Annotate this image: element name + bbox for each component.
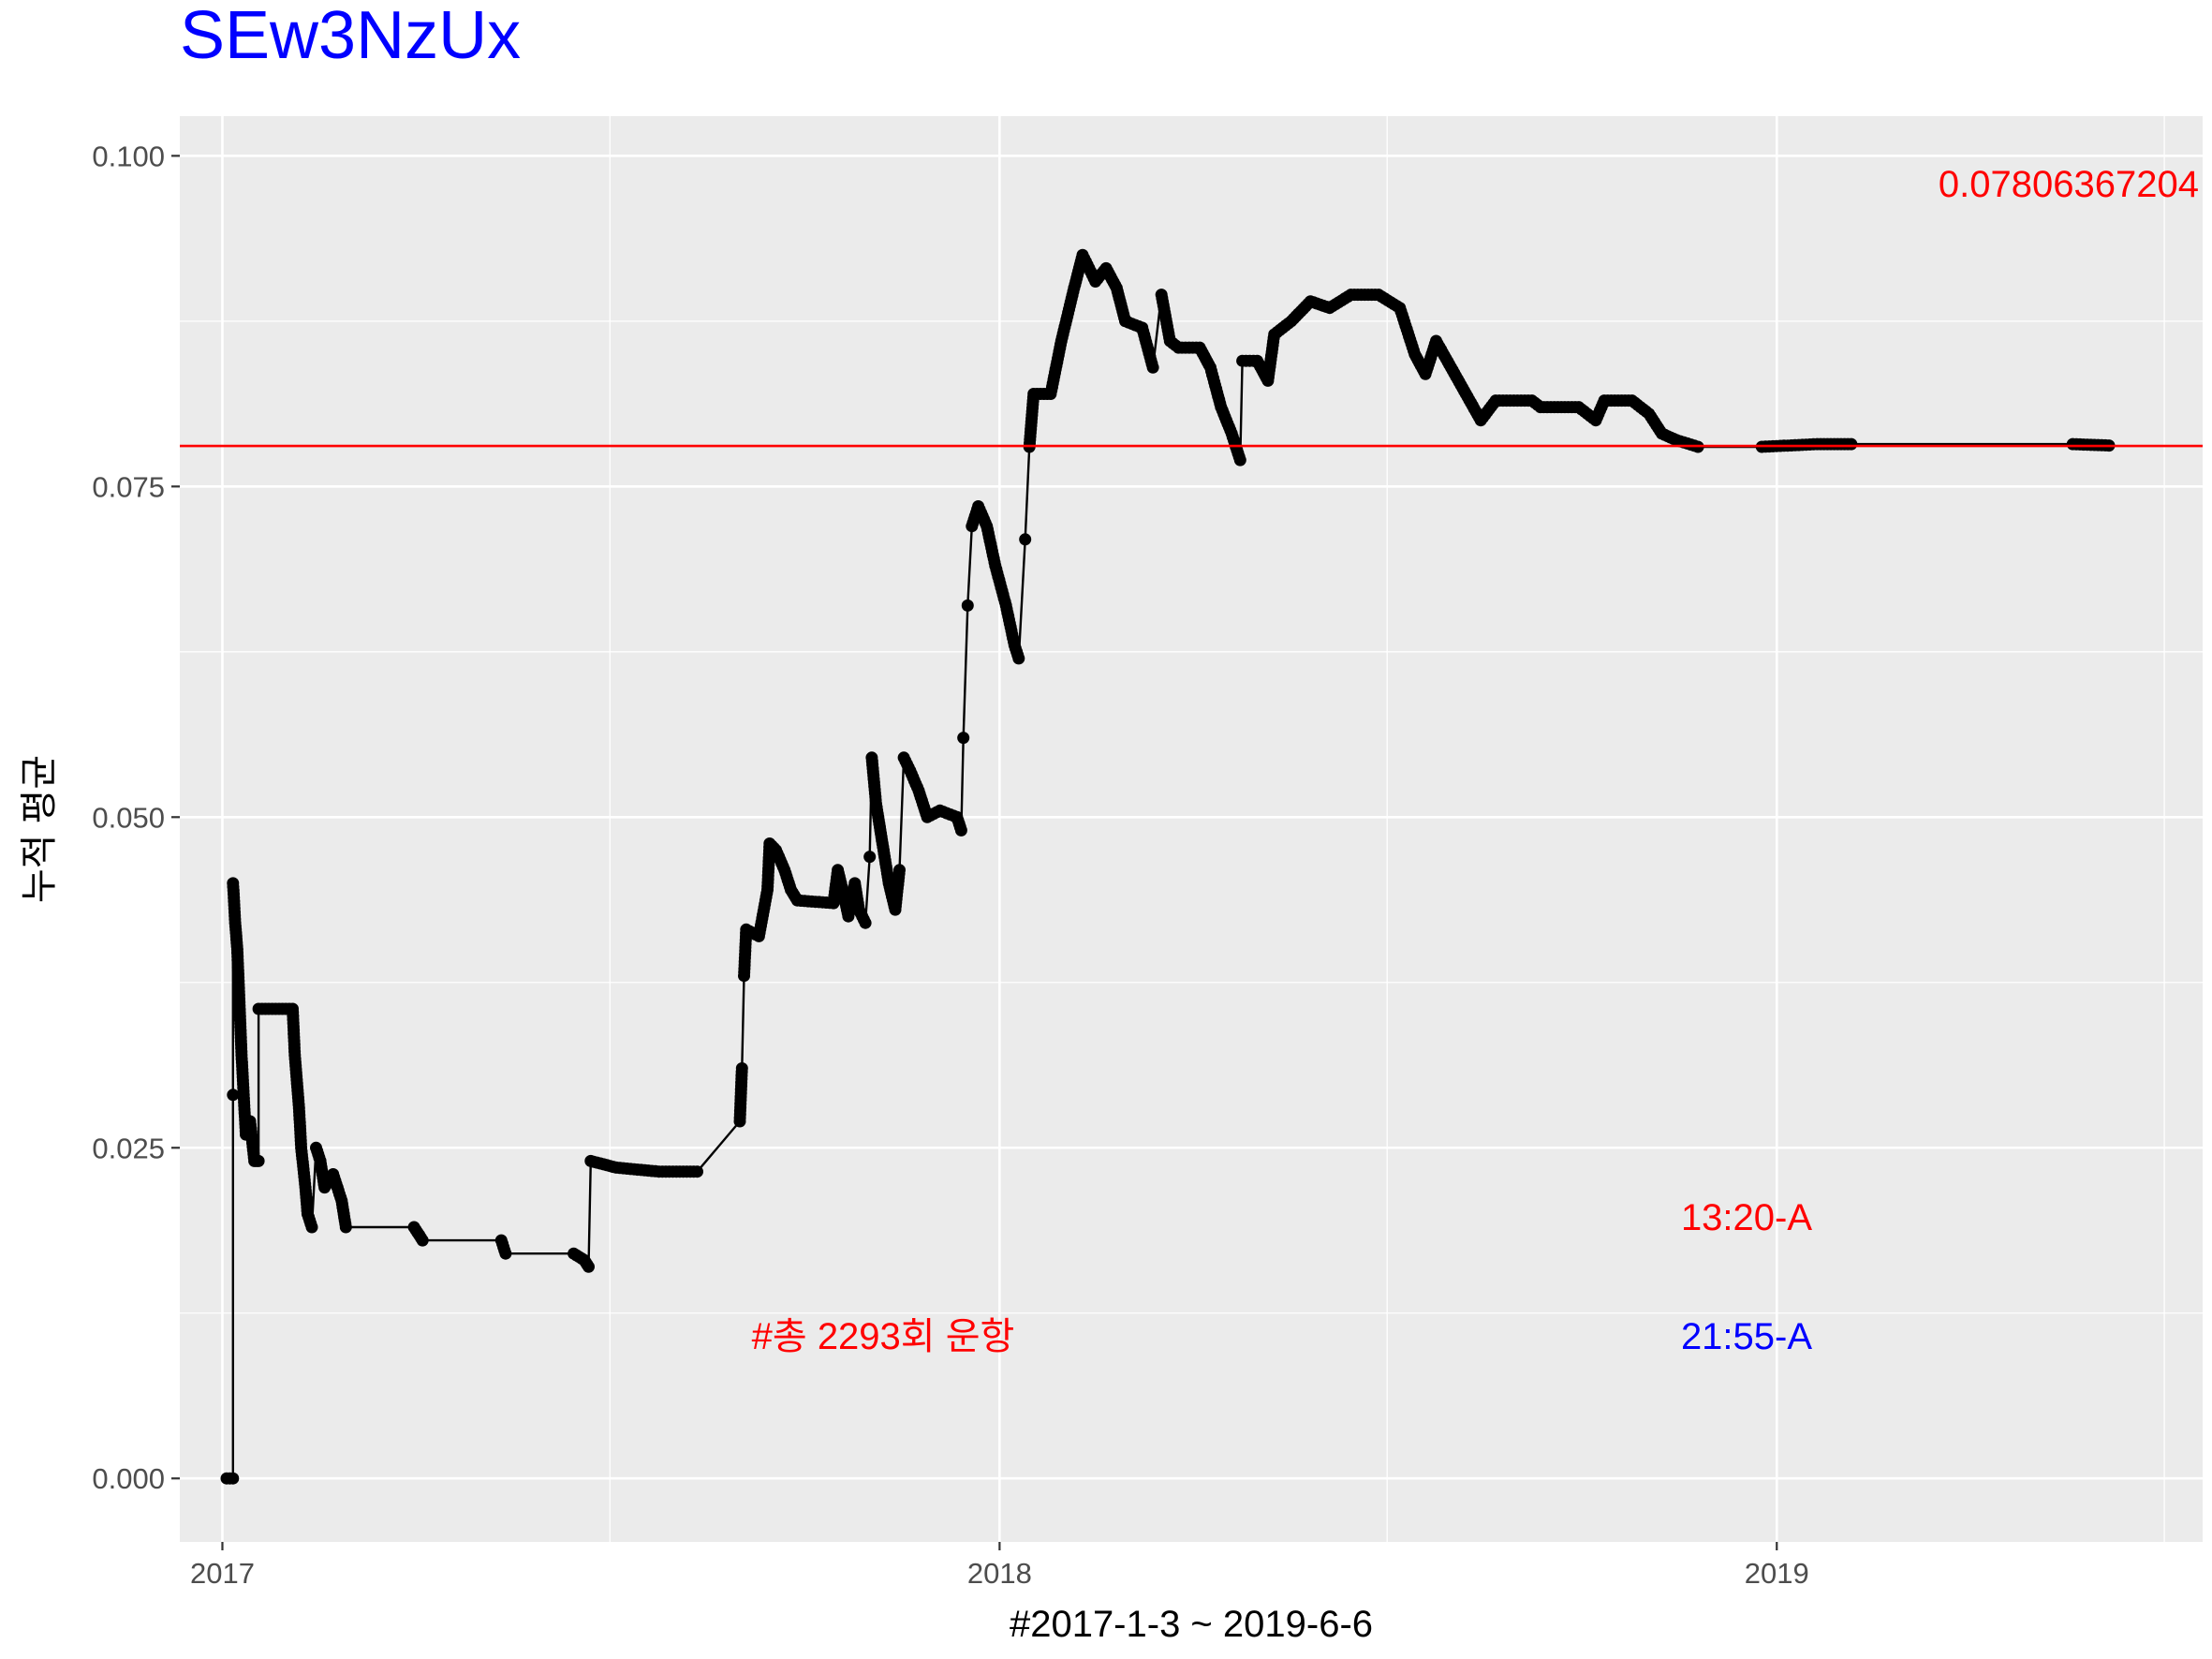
departure-time-annotation-blue: 21:55-A: [1681, 1316, 1812, 1357]
data-point: [961, 599, 974, 612]
data-point: [1012, 652, 1025, 665]
minor-gridlines: [180, 116, 2203, 1542]
chart-title: SEw3NzUx: [180, 0, 521, 73]
x-axis-label: #2017-1-3 ~ 2019-6-6: [1010, 1604, 1373, 1645]
y-tick-label: 0.075: [92, 470, 165, 503]
data-point: [893, 864, 906, 877]
data-point: [305, 1221, 318, 1234]
data-point: [1146, 361, 1159, 374]
y-tick-label: 0.100: [92, 140, 165, 172]
data-point: [691, 1165, 703, 1178]
y-tick-label: 0.050: [92, 801, 165, 834]
y-axis-label: 누적 평균: [19, 755, 60, 903]
data-point: [227, 1089, 240, 1102]
data-point: [499, 1247, 512, 1260]
data-point: [252, 1154, 265, 1167]
total-flights-annotation: #총 2293회 운항: [752, 1316, 1015, 1357]
data-point: [339, 1221, 352, 1234]
major-gridlines: [180, 116, 2203, 1542]
mean-value-label: 0.07806367204: [1939, 164, 2199, 205]
data-point: [416, 1234, 429, 1247]
axis-ticks: 0.000 0.025 0.050 0.075 0.100 2017 2018 2019: [92, 140, 1808, 1590]
data-point: [1019, 533, 1032, 546]
x-tick-label: 2019: [1745, 1557, 1809, 1590]
data-point: [582, 1260, 595, 1273]
y-tick-label: 0.025: [92, 1132, 165, 1164]
data-point: [1233, 453, 1246, 467]
data-point: [735, 1062, 748, 1074]
departure-time-annotation-red: 13:20-A: [1681, 1197, 1812, 1238]
x-tick-label: 2018: [967, 1557, 1032, 1590]
x-tick-label: 2017: [190, 1557, 255, 1590]
data-point: [954, 823, 967, 837]
data-point: [863, 851, 877, 864]
data-point: [859, 916, 872, 929]
plot-panel: [180, 116, 2203, 1542]
y-tick-label: 0.000: [92, 1462, 165, 1495]
data-point: [227, 1472, 240, 1485]
data-point: [1845, 437, 1858, 451]
data-point: [957, 732, 970, 745]
